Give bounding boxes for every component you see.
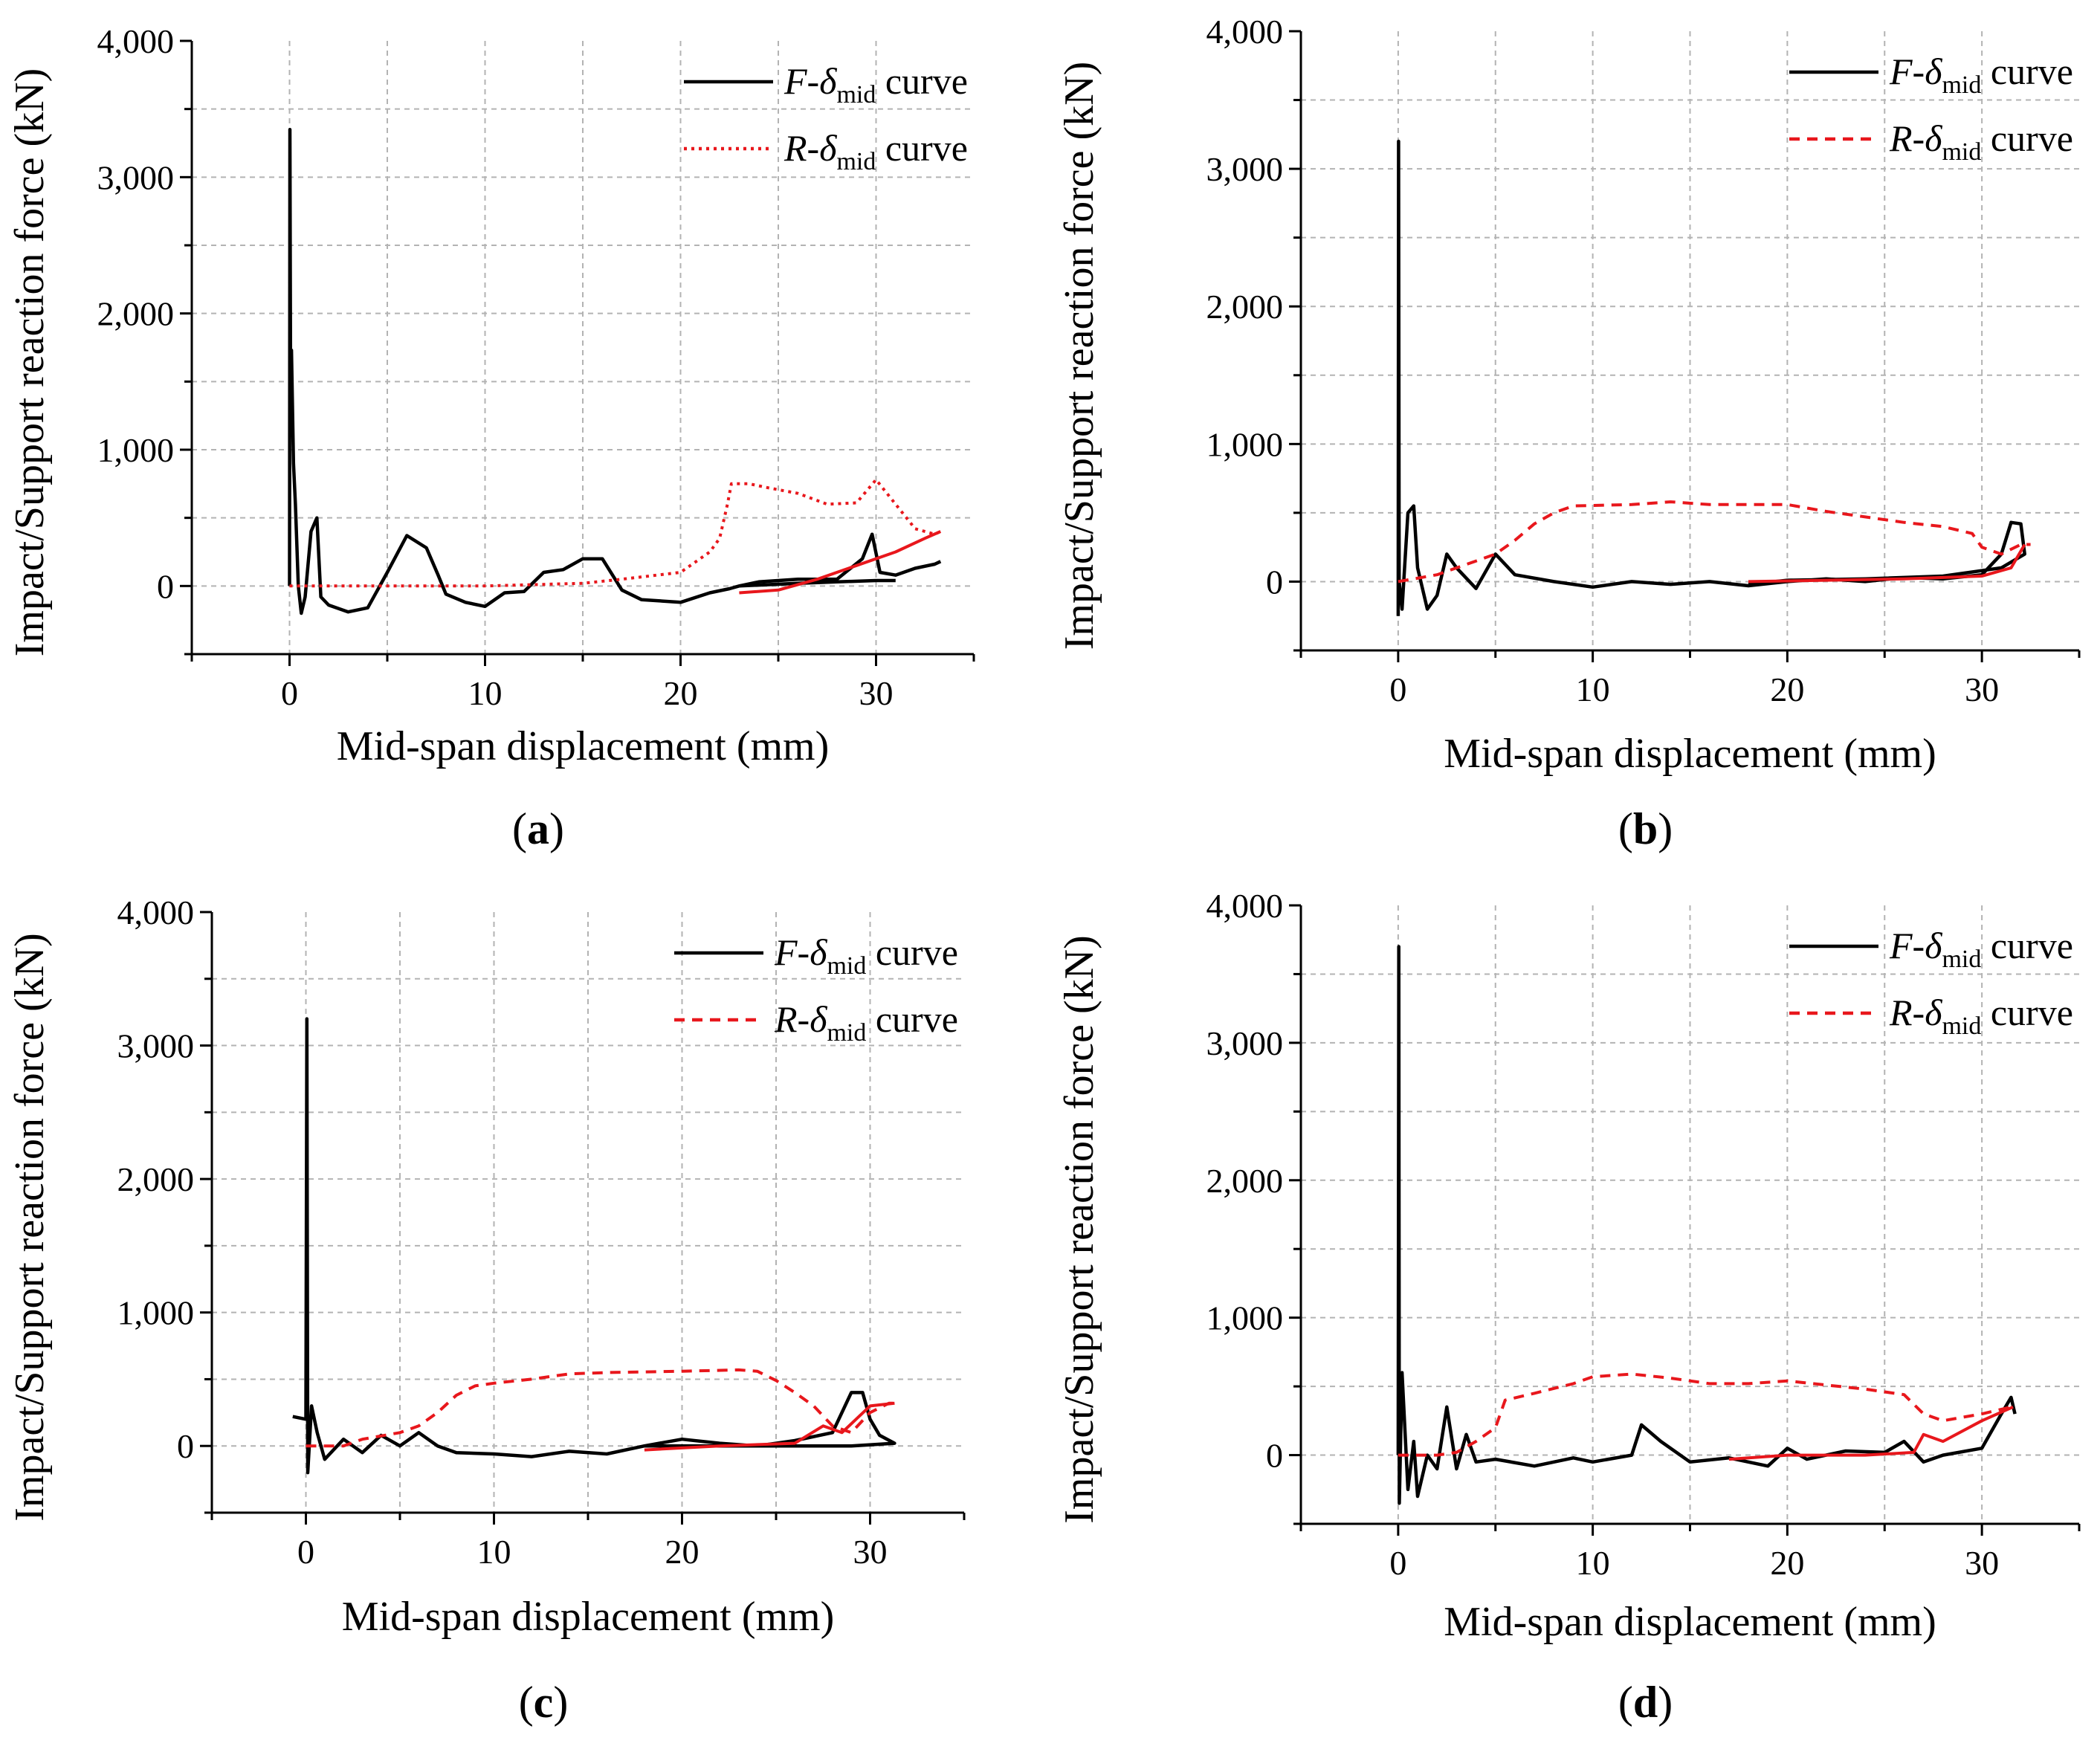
y-axis-title: Impact/Support reaction force (kN) [1056, 935, 1102, 1523]
legend-label-1: R-δmid curve [1889, 117, 2073, 166]
series-line-0 [288, 127, 942, 615]
x-axis-title: Mid-span displacement (mm) [1444, 1599, 1936, 1645]
sub-caption: (b) [1618, 804, 1673, 853]
y-tick-label: 2,000 [117, 1160, 195, 1198]
y-tick-label: 3,000 [1206, 150, 1284, 188]
y-tick-label: 3,000 [97, 158, 175, 196]
y-tick-label: 4,000 [117, 893, 195, 931]
x-tick-label: 0 [297, 1533, 314, 1571]
x-tick-label: 20 [664, 674, 698, 712]
y-tick-label: 0 [1266, 563, 1283, 601]
series-line-1 [306, 1368, 899, 1448]
series-line-1 [1398, 500, 2031, 584]
x-tick-label: 30 [1965, 670, 1999, 708]
chart-panel-c: 0 10 20 30 0 1,000 2,000 3,000 4,000 Mid-span dis… [7, 893, 966, 1727]
x-axis-title: Mid-span displacement (mm) [342, 1594, 835, 1640]
chart-panel-d: 0 10 20 30 0 1,000 2,000 3,000 4,000 Mid-span dis… [1056, 887, 2081, 1727]
y-tick-label: 1,000 [97, 431, 175, 469]
x-tick-label: 0 [1389, 670, 1406, 708]
y-tick-label: 3,000 [1206, 1024, 1284, 1062]
grid [1301, 905, 2079, 1524]
y-tick-label: 3,000 [117, 1027, 195, 1065]
y-tick-label: 2,000 [1206, 1162, 1284, 1200]
series-line-3 [739, 530, 942, 595]
series-line-2 [1748, 543, 2026, 584]
x-tick-label: 10 [1576, 670, 1610, 708]
series-line-1 [1398, 1372, 2012, 1457]
legend-label-0: F-δmid curve [1889, 51, 2073, 99]
legend-label-1: R-δmid curve [784, 127, 968, 175]
y-tick-label: 2,000 [97, 295, 175, 333]
sub-caption: (c) [519, 1678, 569, 1727]
grid [212, 912, 964, 1513]
x-tick-label: 30 [859, 674, 894, 712]
series-line-2 [1728, 1405, 2014, 1461]
legend-label-0: F-δmid curve [774, 931, 958, 980]
y-tick-label: 1,000 [117, 1294, 195, 1332]
y-tick-label: 0 [177, 1427, 194, 1465]
x-axis-title: Mid-span displacement (mm) [1444, 731, 1936, 777]
sub-caption: (d) [1618, 1678, 1673, 1727]
legend-label-0: F-δmid curve [784, 60, 968, 109]
series-line-0 [1396, 139, 2026, 616]
x-tick-label: 10 [1576, 1544, 1610, 1582]
x-tick-label: 30 [1965, 1544, 1999, 1582]
chart-panel-b: 0 10 20 30 0 1,000 2,000 3,000 4,000 Mid-span dis… [1056, 13, 2081, 853]
series-line-2 [644, 1401, 895, 1452]
y-tick-label: 1,000 [1206, 1299, 1284, 1337]
y-tick-label: 1,000 [1206, 425, 1284, 463]
x-tick-label: 10 [468, 674, 503, 712]
series-line-2 [739, 578, 896, 588]
x-tick-label: 20 [1770, 1544, 1804, 1582]
y-tick-label: 0 [157, 567, 174, 605]
y-tick-label: 0 [1266, 1437, 1283, 1475]
y-tick-label: 4,000 [97, 22, 175, 60]
x-tick-label: 30 [853, 1533, 888, 1571]
y-tick-label: 4,000 [1206, 13, 1284, 51]
series-line-0 [292, 1017, 896, 1475]
legend-label-0: F-δmid curve [1889, 925, 2073, 973]
series-line-1 [289, 478, 942, 588]
x-tick-label: 0 [281, 674, 298, 712]
x-tick-label: 10 [477, 1533, 511, 1571]
sub-caption: (a) [512, 804, 564, 853]
legend-label-1: R-δmid curve [774, 998, 958, 1047]
x-axis-title: Mid-span displacement (mm) [337, 723, 830, 769]
y-axis-title: Impact/Support reaction force (kN) [7, 68, 53, 656]
y-tick-label: 4,000 [1206, 887, 1284, 925]
x-tick-label: 20 [665, 1533, 700, 1571]
legend-label-1: R-δmid curve [1889, 992, 2073, 1040]
y-tick-label: 2,000 [1206, 288, 1284, 326]
chart-panel-a: 0 10 20 30 0 1,000 2,000 3,000 4,000 Mid-span dis… [7, 22, 975, 853]
y-axis-title: Impact/Support reaction force (kN) [1056, 62, 1102, 650]
grid [192, 41, 974, 654]
x-tick-label: 0 [1389, 1544, 1406, 1582]
x-tick-label: 20 [1770, 670, 1804, 708]
y-axis-title: Impact/Support reaction force (kN) [7, 933, 53, 1521]
